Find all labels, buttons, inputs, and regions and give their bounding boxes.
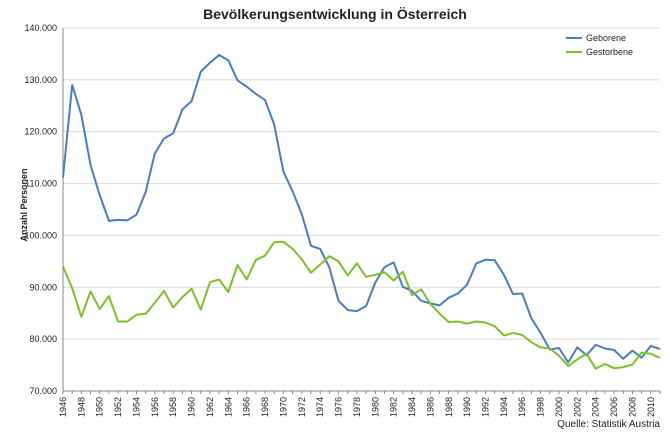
x-tick-label: 1968 <box>260 397 270 417</box>
axes <box>62 28 661 394</box>
y-tick-label: 100.000 <box>24 230 57 240</box>
x-tick-label: 2000 <box>554 397 564 417</box>
x-tick-label: 1956 <box>150 397 160 417</box>
series-line-gestorbene <box>62 240 661 370</box>
x-tick-label: 2002 <box>572 397 582 417</box>
x-tick-label: 1982 <box>389 397 399 417</box>
y-tick-label: 70.000 <box>29 386 57 396</box>
y-tick-labels: 70.000 80.000 90.000 100.000 110.000 120.000 1… <box>24 23 57 396</box>
x-tick-label: 1980 <box>370 397 380 417</box>
x-tick-label: 1986 <box>425 397 435 417</box>
legend-label: Gestorbene <box>586 47 633 57</box>
chart-title: Bevölkerungsentwicklung in Österreich <box>203 6 467 22</box>
x-tick-label: 1948 <box>76 397 86 417</box>
x-tick-label: 1964 <box>223 397 233 417</box>
y-tick-label: 110.000 <box>25 179 57 189</box>
x-tick-label: 1990 <box>462 397 472 417</box>
x-tick-label: 2004 <box>591 397 601 417</box>
legend-label: Geborene <box>586 33 626 43</box>
y-tick-label: 80.000 <box>29 334 57 344</box>
y-tick-label: 120.000 <box>24 127 57 137</box>
source-note: Quelle: Statistik Austria <box>557 419 660 430</box>
x-tick-label: 1974 <box>315 397 325 417</box>
series-lines <box>62 54 661 370</box>
x-tick-label: 1992 <box>480 397 490 417</box>
x-tick-label: 1972 <box>297 397 307 417</box>
legend: Geborene Gestorbene <box>566 33 633 57</box>
x-tick-label: 1978 <box>352 397 362 417</box>
x-tick-label: 1966 <box>242 397 252 417</box>
x-tick-label: 1976 <box>334 397 344 417</box>
x-tick-label: 1952 <box>113 397 123 417</box>
x-tick-label: 1958 <box>168 397 178 417</box>
x-tick-label: 1954 <box>131 397 141 417</box>
x-tick-label: 1988 <box>444 397 454 417</box>
x-tick-label: 1970 <box>278 397 288 417</box>
x-tick-label: 1996 <box>517 397 527 417</box>
x-tick-label: 1984 <box>407 397 417 417</box>
gridlines <box>63 27 660 392</box>
y-tick-label: 140.000 <box>24 23 57 33</box>
series-line-geborene <box>62 54 661 364</box>
x-tick-labels: 1946 1948 1950 1952 1954 1956 1958 1960 1962 1964… <box>58 397 656 417</box>
x-tick-label: 2008 <box>627 397 637 417</box>
y-tick-label: 90.000 <box>29 282 57 292</box>
x-tick-label: 1994 <box>499 397 509 417</box>
x-tick-label: 1950 <box>95 397 105 417</box>
y-tick-label: 130.000 <box>24 75 57 85</box>
x-tick-label: 1962 <box>205 397 215 417</box>
x-tick-label: 2010 <box>646 397 656 417</box>
x-tick-label: 1998 <box>536 397 546 417</box>
x-tick-label: 1960 <box>187 397 197 417</box>
x-tick-label: 2006 <box>609 397 619 417</box>
x-tick-label: 1946 <box>58 397 68 417</box>
